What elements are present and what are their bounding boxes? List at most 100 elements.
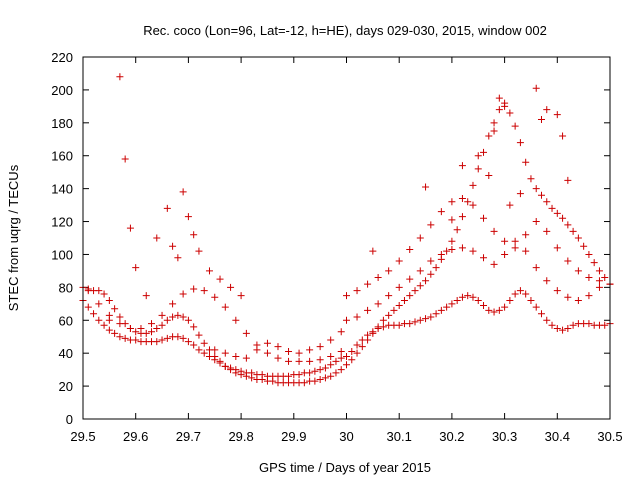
data-point	[548, 321, 556, 329]
y-tick-label: 60	[59, 313, 73, 328]
data-point	[221, 349, 229, 357]
data-point	[564, 257, 572, 265]
data-point	[548, 204, 556, 212]
data-point	[464, 292, 472, 300]
data-point	[448, 216, 456, 224]
data-point	[501, 303, 509, 311]
data-point	[95, 316, 103, 324]
data-point	[163, 334, 171, 342]
data-point	[458, 162, 466, 170]
data-point	[511, 290, 519, 298]
data-point	[480, 214, 488, 222]
data-point	[169, 242, 177, 250]
data-point	[153, 338, 161, 346]
x-tick-label: 30	[339, 429, 353, 444]
data-point	[190, 341, 198, 349]
data-point	[395, 321, 403, 329]
data-point	[179, 334, 187, 342]
data-point	[179, 290, 187, 298]
data-point	[585, 250, 593, 258]
data-point	[559, 214, 567, 222]
data-point	[221, 303, 229, 311]
data-point	[163, 316, 171, 324]
data-point	[448, 237, 456, 245]
data-point	[527, 175, 535, 183]
y-tick-label: 100	[51, 247, 73, 262]
data-point	[411, 318, 419, 326]
data-point	[364, 280, 372, 288]
data-point	[522, 231, 530, 239]
data-point	[343, 361, 350, 369]
data-point	[285, 348, 293, 356]
data-point	[485, 171, 493, 179]
data-point	[501, 237, 509, 245]
data-point	[595, 283, 603, 291]
data-point	[316, 376, 324, 384]
data-point	[374, 325, 382, 332]
data-point	[569, 227, 577, 235]
data-point	[205, 352, 213, 360]
data-point	[390, 306, 398, 314]
data-point	[511, 237, 519, 245]
data-point	[559, 326, 567, 334]
data-point	[422, 183, 430, 191]
y-tick-label: 0	[66, 412, 73, 427]
x-tick-label: 29.5	[70, 429, 95, 444]
y-tick-label: 80	[59, 280, 73, 295]
chart-title: Rec. coco (Lon=96, Lat=-12, h=HE), days …	[143, 23, 547, 38]
y-tick-label: 40	[59, 346, 73, 361]
data-point	[153, 234, 161, 242]
data-points	[79, 73, 614, 387]
data-point	[406, 246, 414, 254]
data-point	[458, 195, 466, 203]
data-point	[480, 301, 488, 309]
data-point	[485, 132, 493, 140]
data-point	[474, 152, 482, 160]
data-point	[595, 267, 603, 275]
data-point	[116, 73, 124, 81]
data-point	[395, 301, 403, 309]
data-point	[464, 198, 472, 206]
data-point	[179, 313, 187, 321]
data-point	[306, 369, 314, 377]
data-point	[327, 361, 335, 369]
x-tick-label: 30.1	[387, 429, 412, 444]
data-point	[458, 213, 466, 221]
data-point	[348, 356, 356, 364]
data-point	[416, 234, 424, 242]
data-point	[427, 313, 435, 321]
data-point	[248, 369, 256, 377]
data-point	[448, 246, 456, 254]
data-point	[469, 201, 477, 209]
data-point	[232, 316, 240, 324]
data-point	[105, 316, 113, 324]
data-point	[495, 306, 503, 314]
x-tick-label: 29.9	[281, 429, 306, 444]
data-point	[537, 191, 545, 199]
data-point	[495, 106, 503, 114]
y-axis-label: STEC from uqrg / TECUs	[6, 164, 21, 311]
data-point	[190, 231, 198, 239]
data-point	[379, 316, 387, 324]
data-point	[532, 84, 540, 92]
axis-ticks: 29.5 29.6 29.7 29.8 29.9 30 30.1 30.2 30.3 30.4 30…	[51, 50, 622, 444]
data-point	[274, 343, 282, 351]
data-point	[553, 111, 561, 119]
data-point	[200, 349, 208, 357]
data-point	[253, 346, 261, 354]
data-point	[574, 297, 582, 305]
data-point	[422, 315, 430, 323]
data-point	[480, 148, 488, 156]
data-point	[385, 267, 393, 275]
data-point	[116, 313, 124, 321]
data-point	[353, 341, 361, 349]
data-point	[369, 328, 377, 336]
data-point	[137, 325, 145, 332]
data-point	[537, 310, 545, 318]
data-point	[348, 348, 356, 356]
data-point	[443, 247, 451, 255]
data-point	[543, 316, 551, 324]
data-point	[448, 198, 456, 206]
data-point	[132, 264, 140, 272]
x-tick-label: 29.6	[123, 429, 148, 444]
